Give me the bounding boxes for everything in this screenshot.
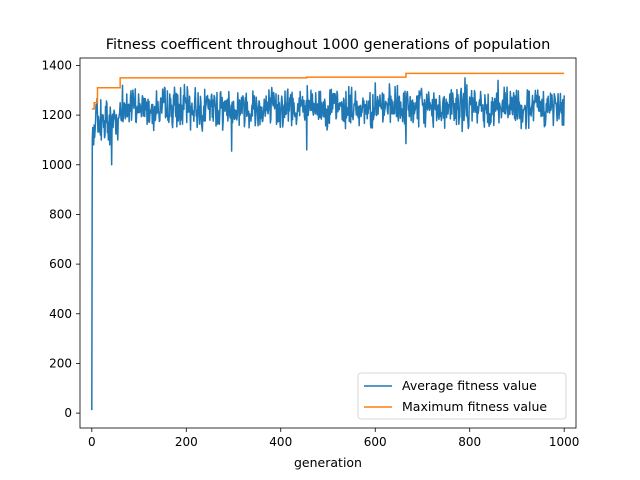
y-tick-label: 1000 [41,158,72,172]
y-tick-label: 0 [64,406,72,420]
series-line-average-fitness [91,77,565,411]
axes-frame [79,57,577,429]
y-tick-label: 1200 [41,108,72,122]
x-tick-label: 800 [458,435,481,449]
legend: Average fitness value Maximum fitness va… [357,372,567,420]
x-axis-label: generation [294,455,362,470]
chart-title: Fitness coefficent throughout 1000 gener… [106,37,551,53]
legend-label-maximum: Maximum fitness value [402,399,547,414]
x-axis: 0 200 400 600 800 1000 [88,428,579,449]
y-tick-label: 1400 [41,58,72,72]
y-tick-label: 800 [49,207,72,221]
plot-area [79,57,577,429]
x-tick-label: 200 [175,435,198,449]
x-tick-label: 400 [269,435,292,449]
y-tick-label: 600 [49,257,72,271]
series-layer [91,72,565,411]
legend-box [357,372,567,420]
y-tick-label: 400 [49,307,72,321]
x-tick-label: 600 [364,435,387,449]
series-line-maximum-fitness [91,72,565,110]
x-tick-label: 1000 [549,435,580,449]
y-axis: 0 200 400 600 800 1000 1200 1400 [41,58,80,420]
y-tick-label: 200 [49,356,72,370]
legend-label-average: Average fitness value [402,378,537,393]
x-tick-label: 0 [88,435,96,449]
